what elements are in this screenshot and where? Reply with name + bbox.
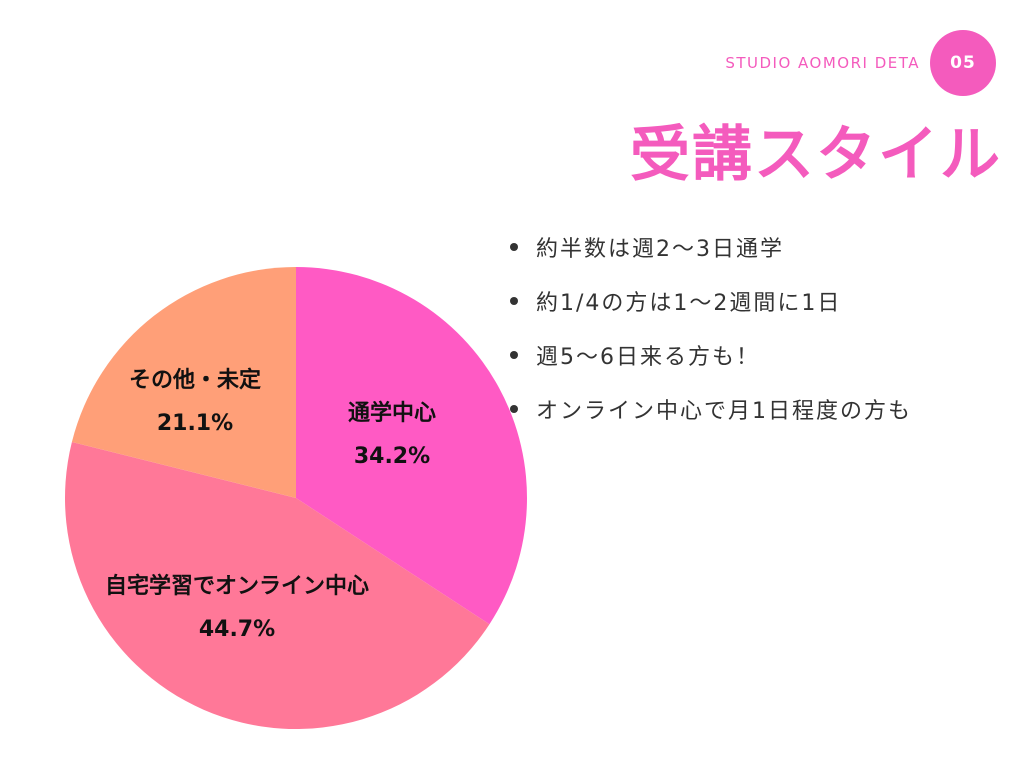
bullet-text: 週5〜6日来る方も！ xyxy=(536,345,760,370)
bullet-item: オンライン中心で月1日程度の方も xyxy=(510,382,912,436)
slice-value-label: 44.7% xyxy=(199,617,275,642)
pie-labels: 通学中心 34.2% 自宅学習でオンライン中心 44.7% その他・未定 21.1% xyxy=(105,367,436,642)
bullet-dot-icon xyxy=(510,297,518,305)
slice-category-label: その他・未定 xyxy=(129,367,261,393)
pie-slice xyxy=(65,441,490,729)
header: STUDIO AOMORI DETA 05 xyxy=(725,30,996,96)
slice-value-label: 34.2% xyxy=(354,444,430,469)
bullet-item: 約1/4の方は1〜2週間に1日 xyxy=(510,274,912,328)
bullet-text: オンライン中心で月1日程度の方も xyxy=(536,399,912,424)
bullet-item: 約半数は週2〜3日通学 xyxy=(510,220,912,274)
bullet-item: 週5〜6日来る方も！ xyxy=(510,328,912,382)
bullet-text: 約半数は週2〜3日通学 xyxy=(536,237,784,262)
slice-value-label: 21.1% xyxy=(157,411,233,436)
pie-slice xyxy=(71,267,296,498)
page-title: 受講スタイル xyxy=(630,120,1002,190)
bullet-list: 約半数は週2〜3日通学 約1/4の方は1〜2週間に1日 週5〜6日来る方も！ オ… xyxy=(510,220,912,436)
slice-category-label: 通学中心 xyxy=(348,400,436,426)
pie-chart: 通学中心 34.2% 自宅学習でオンライン中心 44.7% その他・未定 21.1% xyxy=(65,267,527,729)
bullet-dot-icon xyxy=(510,351,518,359)
studio-label: STUDIO AOMORI DETA xyxy=(725,54,920,72)
page-number-badge: 05 xyxy=(930,30,996,96)
pie-slice xyxy=(296,267,527,625)
bullet-dot-icon xyxy=(510,243,518,251)
slice-category-label: 自宅学習でオンライン中心 xyxy=(105,573,369,599)
bullet-text: 約1/4の方は1〜2週間に1日 xyxy=(536,291,842,316)
bullet-dot-icon xyxy=(510,405,518,413)
pie-slices xyxy=(65,267,527,729)
